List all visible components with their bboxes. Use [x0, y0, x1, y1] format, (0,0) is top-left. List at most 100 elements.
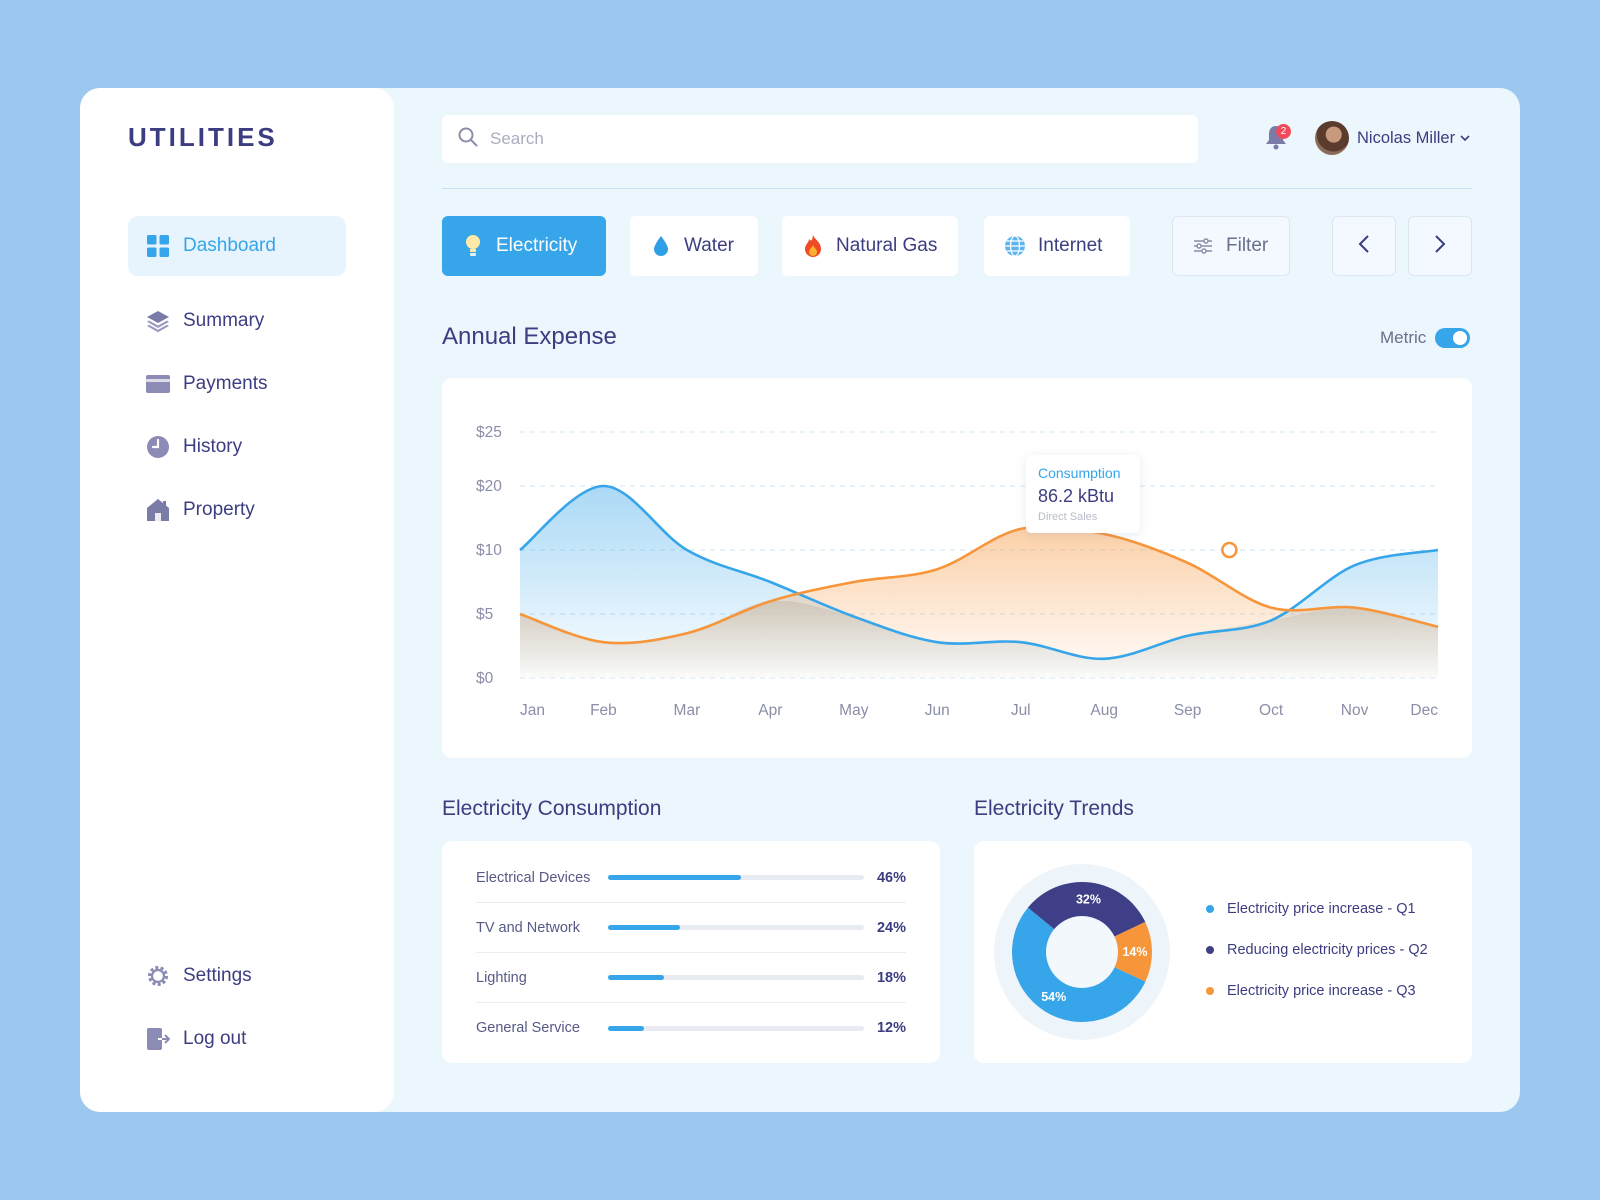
- consumption-bar: [608, 925, 864, 930]
- sidebar-item-label: Log out: [183, 1028, 247, 1049]
- sidebar-item-label: Payments: [183, 373, 268, 394]
- legend-dot: [1206, 946, 1214, 954]
- sidebar-item-label: Settings: [183, 965, 252, 986]
- y-tick-label: $25: [476, 424, 502, 441]
- consumption-bar: [608, 975, 864, 980]
- chevron-down-icon: [1460, 129, 1470, 147]
- tooltip-title: Consumption: [1038, 465, 1121, 481]
- sidebar-item-label: Summary: [183, 310, 265, 331]
- tab-natural-gas[interactable]: Natural Gas: [782, 216, 958, 276]
- x-tick-label: May: [839, 702, 869, 719]
- consumption-row: Electrical Devices 46%: [476, 853, 906, 903]
- consumption-bar-fill: [608, 925, 680, 930]
- y-tick-label: $10: [476, 542, 502, 559]
- legend-dot: [1206, 987, 1214, 995]
- trends-card: 54% 32% 14% Electricity price increase - Q…: [974, 841, 1472, 1063]
- legend-label: Reducing electricity prices - Q2: [1227, 942, 1428, 958]
- notification-badge: 2: [1276, 124, 1291, 139]
- clock-icon: [146, 435, 170, 459]
- consumption-bar: [608, 875, 864, 880]
- legend-dot: [1206, 905, 1214, 913]
- donut-slice: [1027, 882, 1146, 937]
- donut-slice: [1012, 907, 1146, 1022]
- donut-slice-label: 14%: [1122, 945, 1147, 959]
- donut-hole: [1047, 917, 1117, 987]
- donut-slice-label: 54%: [1041, 990, 1066, 1004]
- trends-donut-chart: 54% 32% 14%: [994, 864, 1170, 1040]
- sidebar-item-label: Property: [183, 499, 255, 520]
- sidebar-item-settings[interactable]: Settings: [128, 946, 346, 1006]
- flame-icon: [802, 234, 824, 258]
- consumption-label: Electrical Devices: [476, 869, 591, 886]
- x-tick-label: Sep: [1174, 702, 1202, 719]
- consumption-bar-fill: [608, 1025, 644, 1031]
- chart-highlight-point[interactable]: [1221, 541, 1238, 559]
- sidebar-item-label: History: [183, 436, 243, 457]
- consumption-label: General Service: [476, 1020, 580, 1036]
- legend-item: Electricity price increase - Q3: [1206, 983, 1416, 999]
- y-tick-label: $5: [476, 606, 493, 623]
- sidebar: UTILITIES Dashboard Summary Payments His…: [80, 88, 394, 1112]
- tooltip-subtitle: Direct Sales: [1038, 511, 1098, 523]
- consumption-bar-fill: [608, 875, 742, 880]
- consumption-row: TV and Network 24%: [476, 903, 906, 953]
- sidebar-item-summary[interactable]: Summary: [128, 291, 346, 351]
- app-logo: UTILITIES: [128, 122, 278, 152]
- donut-slice-label: 32%: [1076, 892, 1101, 906]
- consumption-bar: [608, 1025, 864, 1031]
- sidebar-item-payments[interactable]: Payments: [128, 354, 346, 414]
- avatar: [1315, 121, 1349, 155]
- metric-label: Metric: [1380, 328, 1427, 347]
- tab-internet[interactable]: Internet: [984, 216, 1130, 276]
- series-line: [519, 525, 1439, 645]
- tab-water[interactable]: Water: [630, 216, 758, 276]
- legend-label: Electricity price increase - Q1: [1227, 901, 1416, 917]
- donut-slice: [1114, 921, 1152, 982]
- logout-icon: [146, 1027, 170, 1051]
- consumption-title: Electricity Consumption: [442, 797, 662, 820]
- x-tick-label: Aug: [1090, 702, 1118, 719]
- annual-expense-title: Annual Expense: [442, 323, 617, 350]
- tab-electricity[interactable]: Electricity: [442, 216, 606, 276]
- legend-label: Electricity price increase - Q3: [1227, 983, 1416, 999]
- house-icon: [146, 498, 170, 522]
- metric-toggle[interactable]: [1435, 328, 1471, 348]
- previous-button[interactable]: [1332, 216, 1396, 276]
- filter-button[interactable]: Filter: [1172, 216, 1290, 276]
- card-icon: [146, 372, 170, 396]
- sidebar-item-logout[interactable]: Log out: [128, 1009, 346, 1069]
- y-tick-label: $0: [476, 670, 494, 687]
- chart-tooltip: Consumption 86.2 kBtu Direct Sales: [1026, 455, 1140, 533]
- lightbulb-icon: [462, 234, 484, 258]
- app-window: UTILITIES Dashboard Summary Payments His…: [80, 88, 1520, 1112]
- tab-label: Water: [684, 235, 734, 256]
- chevron-right-icon: [1434, 234, 1446, 259]
- user-name: Nicolas Miller: [1357, 128, 1456, 147]
- next-button[interactable]: [1408, 216, 1472, 276]
- consumption-percent: 18%: [876, 969, 906, 986]
- x-tick-label: Jul: [1011, 702, 1031, 719]
- search-bar[interactable]: [442, 115, 1198, 163]
- consumption-card: Electrical Devices 46% TV and Network 24…: [442, 841, 940, 1063]
- x-tick-label: Nov: [1341, 702, 1369, 719]
- legend-item: Reducing electricity prices - Q2: [1206, 942, 1428, 958]
- water-drop-icon: [650, 234, 672, 258]
- layers-icon: [146, 309, 170, 333]
- search-icon: [458, 127, 478, 152]
- x-tick-label: Oct: [1259, 702, 1284, 719]
- trends-title: Electricity Trends: [974, 797, 1134, 820]
- user-menu[interactable]: Nicolas Miller: [1315, 121, 1470, 155]
- x-tick-label: Dec: [1410, 702, 1438, 719]
- gear-icon: [146, 964, 170, 988]
- search-input[interactable]: [490, 129, 1170, 149]
- dashboard-grid-icon: [146, 234, 170, 258]
- sidebar-item-label: Dashboard: [183, 235, 276, 256]
- tab-label: Internet: [1038, 235, 1103, 256]
- x-tick-label: Jun: [925, 702, 950, 719]
- sidebar-item-dashboard[interactable]: Dashboard: [128, 216, 346, 276]
- sliders-icon: [1193, 238, 1213, 254]
- sidebar-item-property[interactable]: Property: [128, 480, 346, 540]
- consumption-label: Lighting: [476, 969, 527, 986]
- sidebar-item-history[interactable]: History: [128, 417, 346, 477]
